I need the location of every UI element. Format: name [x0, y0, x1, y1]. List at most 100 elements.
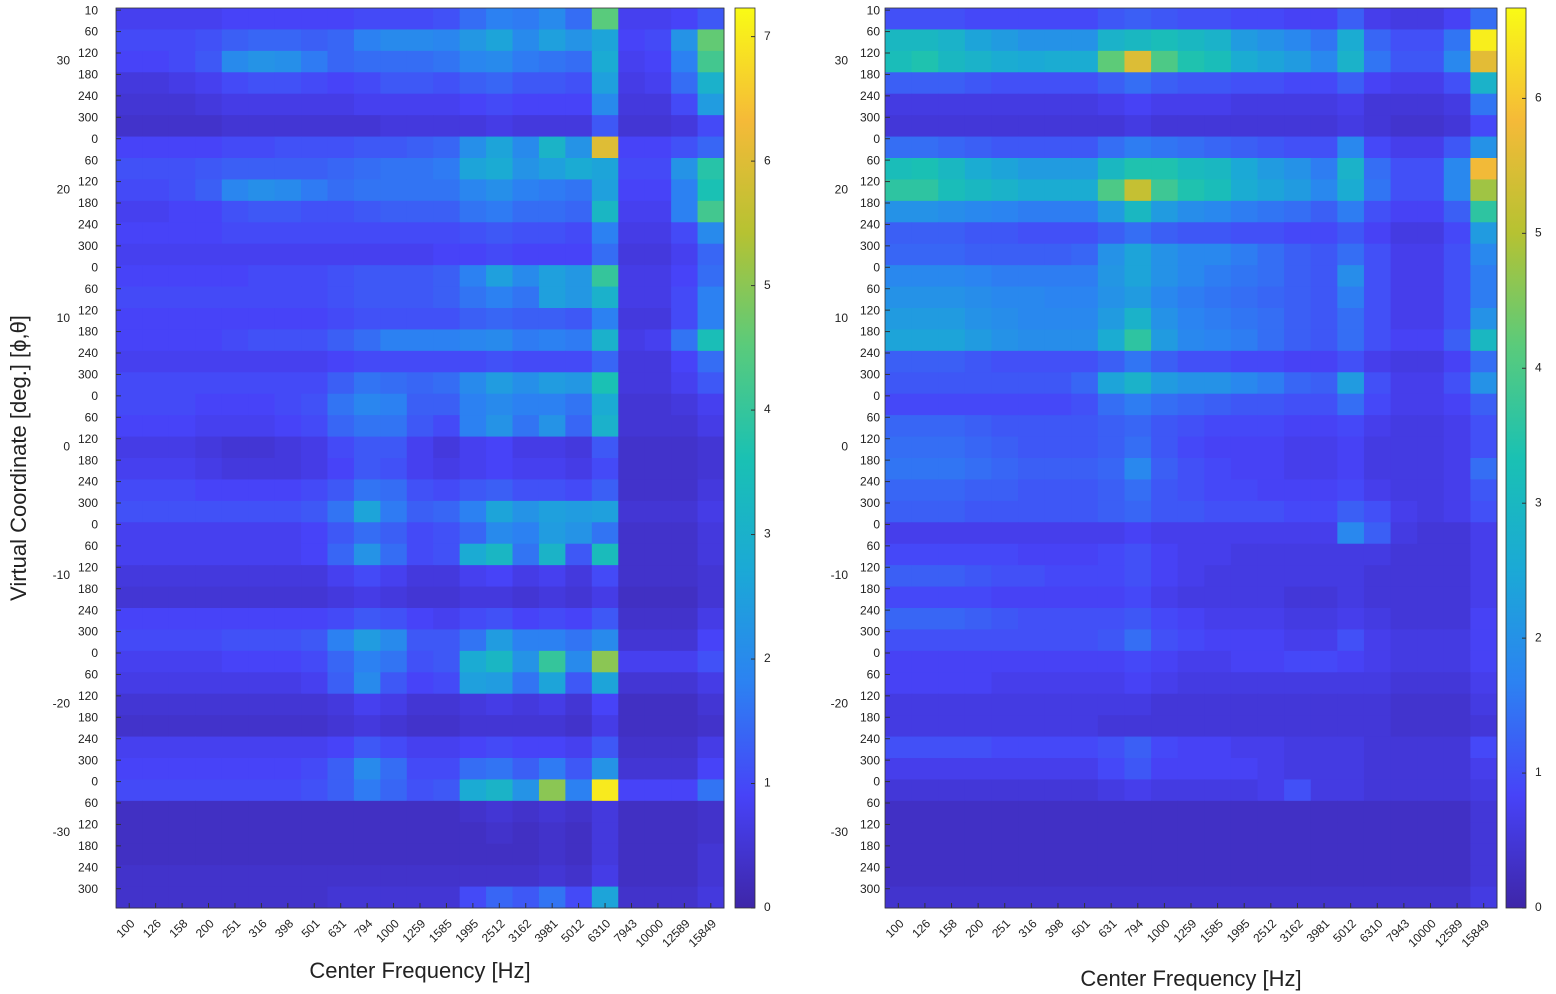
heat-cell [486, 715, 514, 738]
x-tick-label: 251 [219, 916, 243, 940]
heat-cell [591, 50, 619, 73]
heat-cell [301, 693, 328, 716]
heat-cell [938, 865, 966, 888]
heat-cell [1337, 158, 1365, 180]
heat-cell [433, 715, 461, 738]
heat-cell [1284, 350, 1312, 373]
heat-cell [1018, 29, 1046, 52]
heat-cell [1097, 479, 1125, 502]
heat-cell [248, 50, 276, 73]
heat-cell [1337, 372, 1365, 395]
heat-cell [1417, 479, 1445, 502]
heat-cell [1443, 50, 1471, 73]
heat-cell [1018, 522, 1046, 545]
heat-cell [1151, 800, 1179, 823]
heat-cell [1097, 543, 1125, 566]
heat-cell [885, 843, 913, 866]
heat-cell [380, 393, 408, 416]
heat-cell [459, 350, 487, 373]
y-tick-label: 60 [85, 668, 99, 682]
heat-cell [885, 608, 913, 630]
heat-cell [911, 29, 939, 52]
heat-cell [1097, 736, 1125, 759]
x-tick-label: 3162 [1277, 916, 1306, 945]
heat-cell [671, 265, 699, 288]
heat-cell [380, 308, 408, 330]
heat-cell [353, 458, 381, 480]
heat-cell [142, 779, 170, 802]
heat-cell [1417, 158, 1445, 180]
heat-cell [618, 200, 646, 223]
heat-cell [301, 72, 328, 95]
y-tick-label: 240 [860, 475, 880, 489]
heat-cell [221, 479, 249, 502]
heat-cell [1151, 843, 1179, 866]
heat-cell [142, 158, 170, 180]
heat-cell [1018, 479, 1046, 502]
heat-cell [885, 800, 913, 823]
heat-cell [168, 372, 196, 395]
heat-cell [991, 200, 1019, 223]
heat-cell [644, 179, 672, 202]
heat-cell [168, 436, 196, 459]
heat-cell [1124, 93, 1152, 116]
heat-cell [644, 522, 672, 545]
y-outer-label: -30 [53, 825, 71, 839]
heat-cell [459, 436, 487, 459]
heat-cell [195, 565, 223, 588]
heat-cell [697, 200, 725, 223]
heat-cell [565, 72, 593, 95]
heat-cell [1363, 93, 1392, 116]
heat-cell [301, 758, 328, 780]
y-outer-label: 10 [57, 311, 71, 325]
heat-cell [964, 715, 992, 738]
heat-cell [1097, 458, 1125, 480]
heat-cell [1177, 822, 1205, 845]
x-tick-label: 251 [989, 916, 1013, 940]
heat-cell [591, 115, 619, 138]
heat-cell [1310, 29, 1338, 52]
y-outer-label: -10 [831, 568, 849, 582]
heat-cell [195, 672, 223, 695]
heat-cell [142, 865, 170, 888]
heat-cell [1257, 286, 1285, 309]
heat-cell [1018, 693, 1046, 716]
heat-cell [591, 479, 619, 502]
heat-cell [1071, 608, 1099, 630]
heat-cell [459, 800, 487, 823]
heat-cell [116, 8, 143, 30]
heat-cell [1151, 822, 1179, 845]
heat-cell [1230, 308, 1259, 330]
heat-cell [591, 843, 619, 866]
heat-cell [644, 608, 672, 630]
heat-cell [1257, 822, 1285, 845]
heat-cell [565, 179, 593, 202]
heat-cell [1097, 672, 1125, 695]
heat-cell [1177, 243, 1205, 266]
heat-cell [1230, 29, 1259, 52]
heat-cell [1443, 200, 1471, 223]
heat-cell [991, 393, 1019, 416]
heat-cell [327, 8, 355, 30]
heat-cell [1204, 500, 1232, 523]
heat-cell [486, 479, 514, 502]
heat-cell [1044, 200, 1072, 223]
heat-cell [1151, 779, 1179, 802]
heat-cell [1124, 265, 1152, 288]
heat-cell [1151, 393, 1179, 416]
heat-cell [1337, 436, 1365, 459]
heat-cell [406, 565, 434, 588]
heat-cell [327, 629, 355, 652]
heat-cell [1151, 736, 1179, 759]
heat-cell [618, 479, 646, 502]
heat-cell [406, 650, 434, 673]
heat-cell [221, 415, 249, 438]
heat-cell [433, 200, 461, 223]
heat-cell [168, 93, 196, 116]
heat-cell [353, 372, 381, 395]
heat-cell [1018, 393, 1046, 416]
heat-cell [1390, 779, 1418, 802]
heat-cell [1257, 629, 1285, 652]
heat-cell [1230, 500, 1259, 523]
heat-cell [1310, 586, 1338, 609]
